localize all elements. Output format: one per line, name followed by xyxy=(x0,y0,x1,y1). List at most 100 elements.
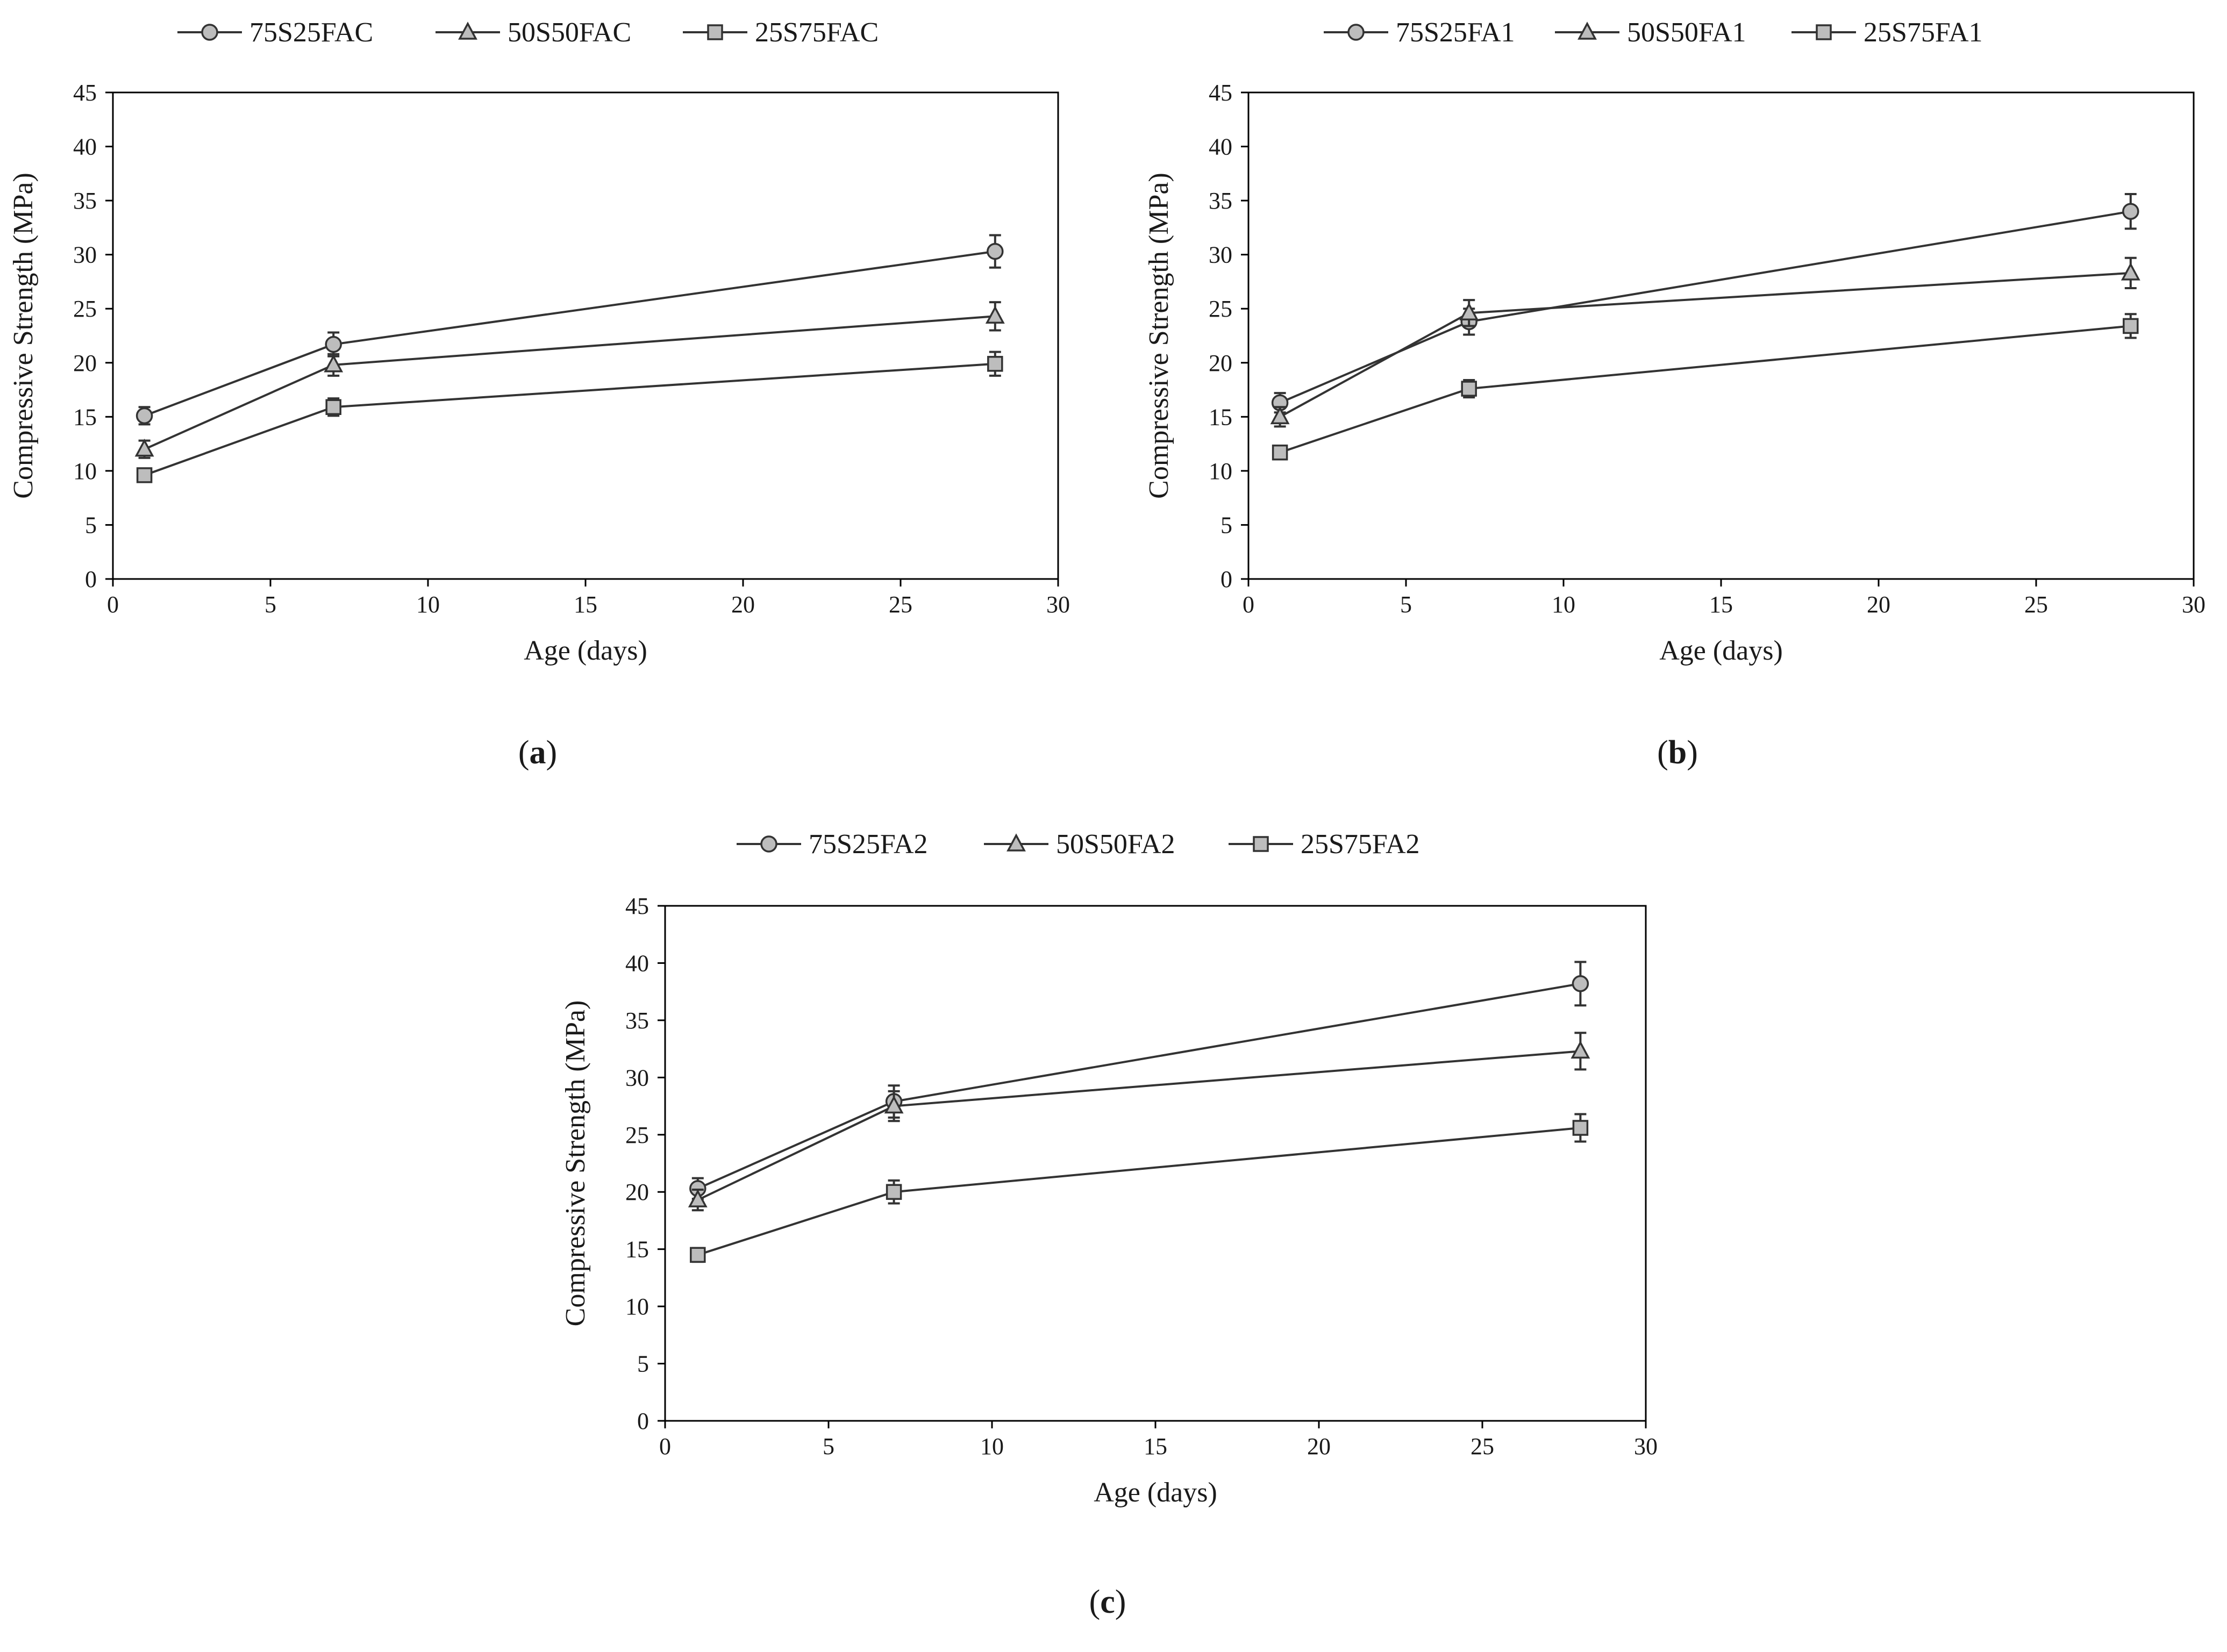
data-point-triangle xyxy=(1270,406,1290,425)
data-point-triangle xyxy=(2121,262,2140,281)
panel-label-paren-open: ( xyxy=(518,734,530,771)
x-tick-label: 0 xyxy=(107,591,119,618)
series-line xyxy=(1279,271,2131,418)
y-tick-label: 20 xyxy=(73,350,97,376)
y-tick-label: 45 xyxy=(1209,80,1232,106)
y-tick-label: 40 xyxy=(1209,134,1232,160)
y-tick-label: 40 xyxy=(625,950,649,976)
x-tick-label: 20 xyxy=(731,591,755,618)
x-tick-label: 25 xyxy=(1471,1433,1494,1460)
y-tick-label: 15 xyxy=(1209,404,1232,430)
legend-entry-label: 50S50FA1 xyxy=(1627,17,1746,48)
plot-area-frame xyxy=(112,91,1059,580)
data-point-square xyxy=(325,399,341,415)
y-tick-label: 30 xyxy=(73,242,97,268)
y-tick-label: 35 xyxy=(1209,188,1232,214)
legend-marker-square xyxy=(1816,24,1832,40)
data-point-square xyxy=(987,356,1003,372)
series-line xyxy=(1279,325,2131,454)
series-75S25FA2 xyxy=(689,961,1589,1200)
series-25S75FA2 xyxy=(690,1113,1589,1263)
x-tick-label: 25 xyxy=(889,591,912,618)
legend-marker-triangle xyxy=(1007,833,1026,852)
data-point-triangle xyxy=(985,305,1005,324)
panel-label-paren-close: ) xyxy=(1687,734,1698,771)
x-axis-title: Age (days) xyxy=(1659,635,1783,666)
y-tick-label: 5 xyxy=(85,512,97,538)
series-line xyxy=(144,362,995,476)
y-tick-label: 0 xyxy=(85,566,97,592)
legend-marker-triangle xyxy=(1578,22,1597,40)
chart-panel-b: 0 5 10 15 20 25 30 0 5 10 15 20 25 30 35 40 45 Age (days)… xyxy=(1144,17,2205,771)
panel-label-paren-close: ) xyxy=(1115,1584,1126,1620)
legend-entry-label: 25S75FA2 xyxy=(1301,829,1420,860)
series-50S50FA2 xyxy=(688,1032,1590,1212)
legend: 75S25FA1 50S50FA1 25S75FA1 xyxy=(1324,17,1983,48)
y-tick-label: 15 xyxy=(625,1236,649,1263)
panel-label-paren-open: ( xyxy=(1657,734,1668,771)
legend-marker-square xyxy=(707,24,723,40)
y-tick-label: 20 xyxy=(625,1179,649,1205)
plot-area-frame xyxy=(1247,91,2195,580)
series-75S25FA1 xyxy=(1271,193,2139,414)
y-tick-label: 35 xyxy=(73,188,97,214)
y-tick-label: 0 xyxy=(637,1408,649,1434)
legend: 75S25FA2 50S50FA2 25S75FA2 xyxy=(737,829,1420,860)
y-tick-label: 15 xyxy=(73,404,97,430)
x-axis-title: Age (days) xyxy=(524,635,647,666)
x-tick-label: 5 xyxy=(1400,591,1412,618)
series-50S50FAC xyxy=(134,301,1005,459)
legend-marker-triangle xyxy=(458,22,477,40)
data-point-square xyxy=(2123,318,2139,334)
y-tick-label: 35 xyxy=(625,1007,649,1034)
x-tick-label: 10 xyxy=(980,1433,1004,1460)
series-25S75FAC xyxy=(136,351,1003,483)
panel-label-paren-open: ( xyxy=(1089,1584,1101,1620)
chart-panel-a: 0 5 10 15 20 25 30 0 5 10 15 20 25 30 35 40 45 Age (days)… xyxy=(8,17,1070,771)
legend-entry-label: 50S50FA2 xyxy=(1056,829,1175,860)
data-point-square xyxy=(1461,381,1477,397)
x-tick-label: 0 xyxy=(659,1433,671,1460)
panel-label-letter: b xyxy=(1668,734,1687,771)
data-point-circle xyxy=(135,407,153,425)
panel-label: (a) xyxy=(518,734,557,771)
plot-area-frame xyxy=(664,905,1647,1422)
legend-marker-square xyxy=(1253,836,1269,852)
x-tick-label: 30 xyxy=(2182,591,2205,618)
legend-marker-circle xyxy=(201,24,218,41)
panel-label: (c) xyxy=(1089,1584,1126,1620)
y-tick-label: 10 xyxy=(1209,458,1232,484)
series-line xyxy=(1279,210,2131,404)
y-tick-label: 5 xyxy=(1220,512,1232,538)
series-50S50FA1 xyxy=(1270,256,2140,428)
y-tick-label: 25 xyxy=(1209,296,1232,322)
y-tick-label: 45 xyxy=(625,893,649,919)
x-tick-label: 20 xyxy=(1867,591,1890,618)
data-point-triangle xyxy=(688,1189,708,1207)
legend-marker-circle xyxy=(1347,24,1365,41)
data-point-circle xyxy=(1572,975,1589,992)
y-axis-title: Compressive Strength (MPa) xyxy=(8,173,39,499)
y-tick-label: 5 xyxy=(637,1351,649,1377)
data-point-triangle xyxy=(1571,1040,1590,1059)
data-point-triangle xyxy=(134,438,154,457)
y-tick-label: 25 xyxy=(73,296,97,322)
legend-marker-circle xyxy=(760,835,777,853)
panel-label-letter: a xyxy=(530,734,546,771)
x-tick-label: 5 xyxy=(265,591,276,618)
x-tick-label: 5 xyxy=(823,1433,834,1460)
legend-entry-label: 75S25FA2 xyxy=(809,829,928,860)
data-point-triangle xyxy=(1459,302,1479,321)
panel-label: (b) xyxy=(1657,734,1698,771)
series-75S25FAC xyxy=(135,234,1004,426)
x-tick-label: 10 xyxy=(1552,591,1575,618)
x-tick-label: 15 xyxy=(574,591,597,618)
x-axis-title: Age (days) xyxy=(1094,1477,1217,1508)
legend-entry-label: 75S25FAC xyxy=(249,17,373,48)
y-tick-label: 10 xyxy=(625,1293,649,1320)
data-point-circle xyxy=(325,335,342,353)
legend-entry-label: 75S25FA1 xyxy=(1396,17,1515,48)
y-tick-label: 20 xyxy=(1209,350,1232,376)
x-tick-label: 10 xyxy=(416,591,440,618)
